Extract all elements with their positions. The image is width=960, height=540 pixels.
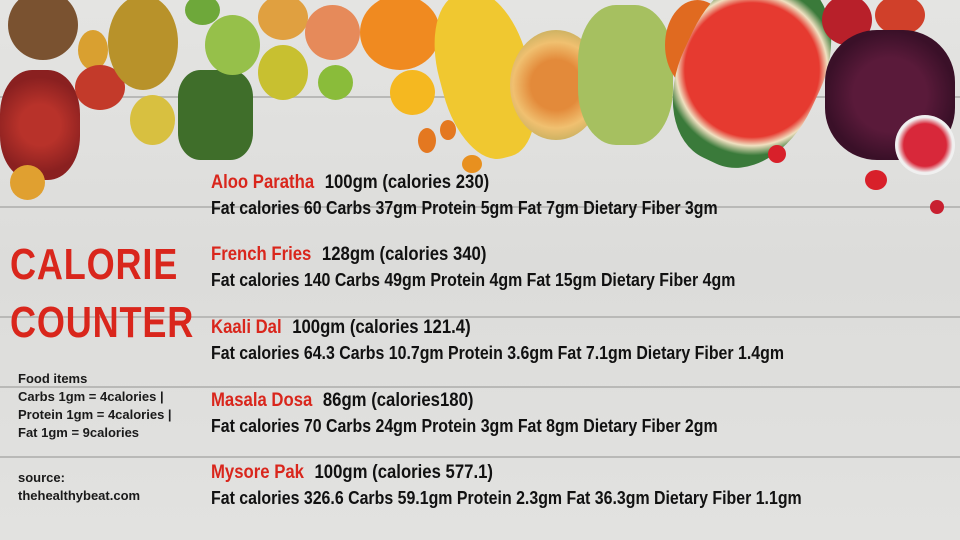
- nutrition-notes: Food items Carbs 1gm = 4calories | Prote…: [18, 370, 172, 442]
- food-detail: Fat calories 64.3 Carbs 10.7gm Protein 3…: [211, 342, 784, 363]
- food-summary: 100gm (calories 230): [324, 172, 490, 193]
- food-name: Aloo Paratha: [211, 172, 315, 193]
- note-line: Food items: [18, 371, 88, 386]
- food-detail: Fat calories 70 Carbs 24gm Protein 3gm F…: [211, 415, 718, 436]
- food-name: Kaali Dal: [211, 317, 282, 338]
- food-name: Mysore Pak: [211, 462, 304, 483]
- page-title-line-2: COUNTER: [10, 298, 195, 347]
- food-item: Mysore Pak 100gm (calories 577.1) Fat cal…: [211, 462, 898, 509]
- food-name: Masala Dosa: [211, 390, 313, 411]
- food-summary: 86gm (calories180): [322, 390, 474, 411]
- food-name: French Fries: [211, 244, 312, 265]
- food-summary: 128gm (calories 340): [321, 244, 487, 265]
- food-item: Kaali Dal 100gm (calories 121.4) Fat calo…: [211, 317, 877, 364]
- food-detail: Fat calories 326.6 Carbs 59.1gm Protein …: [211, 487, 802, 508]
- page-title-line-1: CALORIE: [10, 240, 179, 289]
- food-item: Masala Dosa 86gm (calories180) Fat calori…: [211, 390, 800, 437]
- food-summary: 100gm (calories 121.4): [292, 317, 471, 338]
- source-text: thehealthybeat.com: [18, 488, 141, 503]
- plank-line: [0, 386, 960, 388]
- source-credit: source: thehealthybeat.com: [18, 469, 140, 505]
- note-line: Protein 1gm = 4calories |: [18, 407, 172, 422]
- plank-line: [0, 316, 960, 318]
- food-detail: Fat calories 60 Carbs 37gm Protein 5gm F…: [211, 197, 718, 218]
- note-line: Fat 1gm = 9calories: [18, 425, 140, 440]
- note-line: Carbs 1gm = 4calories |: [18, 389, 164, 404]
- plank-line: [0, 206, 960, 208]
- food-summary: 100gm (calories 577.1): [314, 462, 493, 483]
- plank-line: [0, 456, 960, 458]
- source-label: source:: [18, 470, 65, 485]
- food-item: French Fries 128gm (calories 340) Fat cal…: [211, 244, 821, 291]
- food-item: Aloo Paratha 100gm (calories 230) Fat cal…: [211, 172, 800, 219]
- food-detail: Fat calories 140 Carbs 49gm Protein 4gm …: [211, 269, 736, 290]
